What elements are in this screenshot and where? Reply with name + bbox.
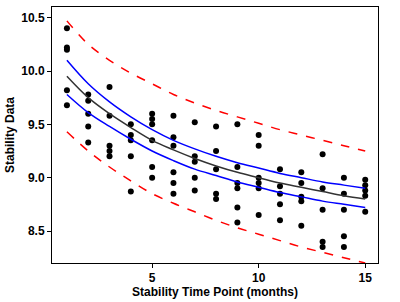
svg-text:Stability Data: Stability Data <box>3 97 17 173</box>
svg-text:8.5: 8.5 <box>28 224 45 238</box>
svg-text:10.0: 10.0 <box>21 64 45 78</box>
svg-text:9.0: 9.0 <box>28 171 45 185</box>
svg-text:Stability Time Point (months): Stability Time Point (months) <box>132 285 298 299</box>
svg-text:10.5: 10.5 <box>21 11 45 25</box>
svg-text:15: 15 <box>359 271 373 285</box>
svg-text:5: 5 <box>149 271 156 285</box>
svg-text:10: 10 <box>252 271 266 285</box>
svg-text:9.5: 9.5 <box>28 118 45 132</box>
